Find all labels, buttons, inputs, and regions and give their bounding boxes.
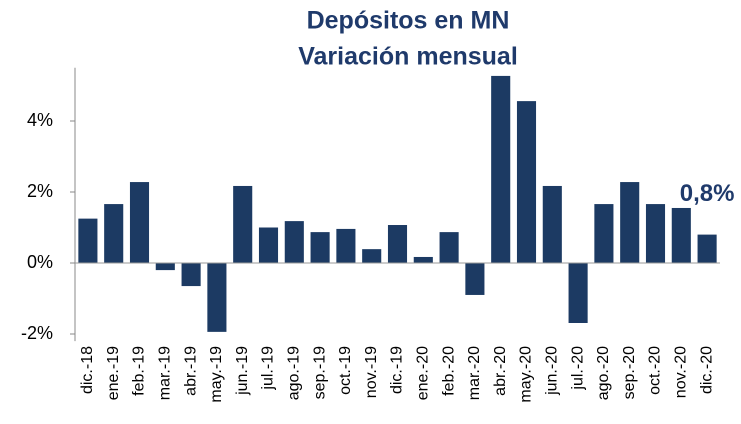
x-tick-label: may.-19 [208,346,225,403]
y-tick-label: 0% [27,252,53,272]
bar [78,218,98,263]
bar [568,263,588,323]
x-tick-label: jul.-20 [569,346,586,391]
bar [258,227,279,263]
bar [129,182,150,263]
x-tick-label: dic.-18 [79,346,96,394]
x-tick-label: may.-20 [518,346,535,403]
x-tick-label: feb.-20 [440,346,457,396]
y-tick-label: 2% [27,181,53,201]
bar [542,185,562,263]
bar [233,185,253,263]
x-tick-label: mar.-19 [157,346,174,400]
bar [155,263,175,271]
x-tick-label: abr.-20 [492,346,509,396]
chart-subtitle: Variación mensual [298,43,518,71]
x-tick-label: dic.-20 [698,346,715,394]
bar [620,182,640,263]
x-tick-label: jun.-20 [544,346,561,396]
bar [413,256,433,263]
x-tick-label: ago.-20 [595,346,612,400]
bar [491,75,511,263]
bar [104,204,124,263]
x-tick-label: ago.-19 [286,346,303,400]
bar [362,249,382,263]
bar [465,263,485,295]
x-tick-label: dic.-19 [389,346,406,394]
chart-title: Depósitos en MN [307,7,510,35]
x-tick-label: sep.-20 [621,346,638,399]
bar [645,204,666,263]
x-tick-label: abr.-19 [182,346,199,396]
x-tick-label: nov.-19 [363,346,380,398]
bar [697,234,717,263]
bar [439,232,459,263]
bar [594,204,614,263]
x-tick-label: oct.-19 [337,346,354,395]
bar [181,263,201,287]
bar [207,263,227,332]
x-tick-label: mar.-20 [466,346,483,400]
x-tick-label: ene.-19 [105,346,122,400]
bar [336,228,356,263]
bar [310,232,330,263]
annotation: 0,8% [680,180,735,207]
bar [671,207,691,263]
x-tick-label: jul.-19 [260,346,277,391]
bar [284,221,304,263]
x-tick-label: jun.-19 [234,346,251,396]
y-tick-label: 4% [27,110,53,130]
bar [387,225,408,263]
x-tick-label: feb.-19 [131,346,148,396]
y-tick-label: -2% [21,323,53,343]
x-tick-label: nov.-20 [673,346,690,398]
bar [516,101,537,264]
x-tick-label: sep.-19 [311,346,328,399]
x-tick-label: oct.-20 [647,346,664,395]
x-tick-label: ene.-20 [415,346,432,400]
